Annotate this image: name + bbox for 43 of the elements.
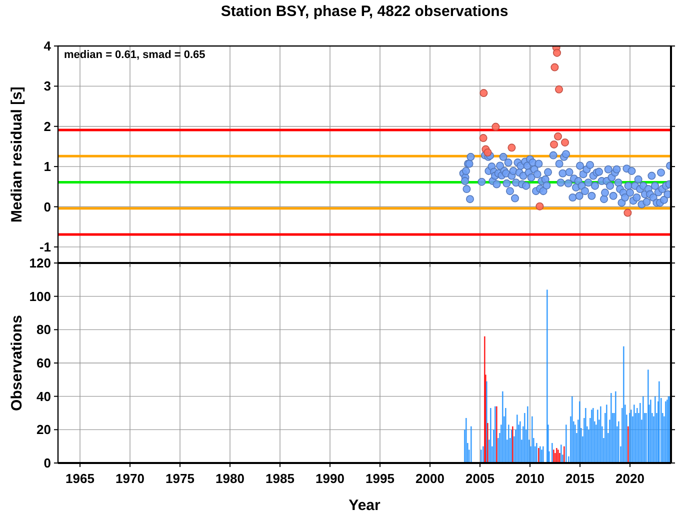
point: [561, 138, 569, 146]
y-tick-label: 2: [44, 118, 51, 134]
y-tick-label: 0: [44, 456, 51, 471]
x-tick-label: 1965: [66, 471, 94, 486]
x-tick-label: 2020: [616, 471, 644, 486]
y-axis-title: Median residual [s]: [8, 86, 26, 222]
point: [550, 63, 559, 72]
y-tick-label: -1: [39, 239, 51, 254]
y-tick-label: 80: [36, 322, 51, 338]
point: [484, 148, 492, 156]
x-tick-label: 1990: [316, 471, 344, 486]
x-tick-label: 1985: [266, 471, 294, 486]
point: [624, 208, 632, 217]
y-tick-label: 120: [29, 256, 51, 271]
x-tick-label: 1995: [366, 471, 394, 486]
point: [492, 122, 500, 131]
x-tick-label: 1970: [116, 471, 144, 486]
x-tick-label: 2015: [566, 471, 594, 486]
y-tick-label: 0: [44, 199, 51, 214]
x-tick-label: 2000: [416, 471, 444, 486]
y-tick-label: 40: [36, 388, 51, 404]
y-tick-label: 3: [44, 78, 51, 94]
point: [508, 144, 516, 152]
y-tick-label: 100: [29, 288, 51, 304]
x-tick-label: 1980: [216, 471, 244, 486]
point: [554, 132, 562, 140]
chart-title: Station BSY, phase P, 4822 observations: [220, 3, 508, 20]
x-tick-label: 2005: [466, 471, 494, 486]
y-axis-title: Observations: [8, 315, 26, 411]
x-tick-label: 1975: [166, 471, 194, 486]
point: [536, 202, 544, 210]
annotation: median = 0.61, smad = 0.65: [64, 49, 206, 61]
point: [555, 85, 563, 94]
y-tick-label: 4: [44, 38, 52, 54]
y-tick-label: 60: [36, 356, 51, 371]
point: [479, 134, 488, 142]
point: [480, 89, 488, 98]
x-axis-title: Year: [348, 497, 381, 511]
x-tick-label: 2010: [516, 471, 544, 486]
point: [553, 48, 561, 57]
y-tick-label: 20: [36, 422, 51, 438]
y-tick-label: 1: [44, 159, 51, 174]
point: [550, 140, 558, 148]
